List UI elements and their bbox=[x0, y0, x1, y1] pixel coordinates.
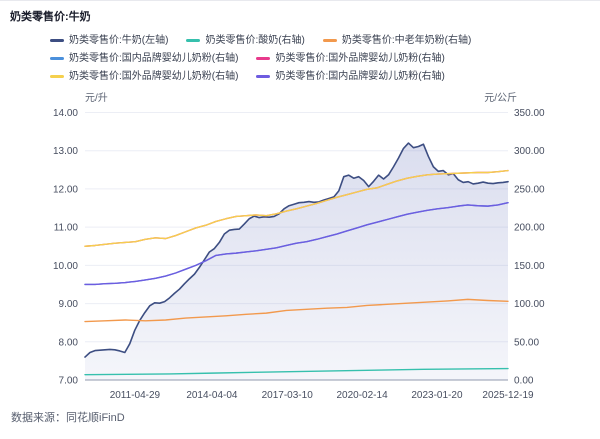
legend-item-foreign_infant_pink[interactable]: 奶类零售价:国外品牌婴幼儿奶粉(右轴) bbox=[256, 53, 445, 64]
x-axis-tick-label: 2023-01-20 bbox=[411, 390, 463, 401]
y-axis-tick-label-left: 14.00 bbox=[53, 108, 78, 119]
x-axis-tick-label: 2020-02-14 bbox=[336, 390, 388, 401]
legend-marker-foreign_infant_yellow bbox=[50, 75, 64, 78]
y-axis-tick-label-right: 100.00 bbox=[514, 299, 545, 310]
series-line-domestic_infant_purple bbox=[84, 201, 509, 286]
series-line-milk bbox=[84, 142, 509, 358]
x-axis-tick-label: 2014-04-04 bbox=[186, 390, 238, 401]
y-axis-tick-label-left: 12.00 bbox=[53, 184, 78, 195]
legend-label: 奶类零售价:酸奶(右轴) bbox=[205, 35, 305, 46]
y-axis-tick-label-right: 250.00 bbox=[514, 184, 545, 195]
y-axis-tick-label-right: 350.00 bbox=[514, 108, 545, 119]
legend-item-elderly_powder[interactable]: 奶类零售价:中老年奶粉(右轴) bbox=[322, 35, 472, 46]
legend-row: 奶类零售价:国内品牌婴幼儿奶粉(右轴) 奶类零售价:国外品牌婴幼儿奶粉(右轴) bbox=[50, 53, 471, 64]
x-axis-tick-label: 2017-03-10 bbox=[262, 390, 314, 401]
data-source: 数据来源：同花顺iFinD bbox=[11, 412, 125, 424]
legend-marker-milk bbox=[50, 39, 64, 42]
y-axis-tick-label-right: 200.00 bbox=[514, 223, 545, 234]
y-axis-tick-label-left: 13.00 bbox=[53, 146, 78, 157]
y-axis-tick-label-left: 7.00 bbox=[59, 376, 79, 387]
series-area-milk bbox=[85, 143, 508, 380]
legend-item-domestic_infant_purple[interactable]: 奶类零售价:国内品牌婴幼儿奶粉(右轴) bbox=[256, 71, 445, 82]
y-axis-tick-label-left: 9.00 bbox=[59, 299, 79, 310]
legend-label: 奶类零售价:国内品牌婴幼儿奶粉(右轴) bbox=[275, 71, 445, 82]
legend-item-domestic_infant_blue[interactable]: 奶类零售价:国内品牌婴幼儿奶粉(右轴) bbox=[50, 53, 238, 64]
legend-marker-yogurt bbox=[186, 39, 201, 42]
legend-marker-domestic_infant_purple bbox=[256, 75, 271, 78]
legend-marker-elderly_powder bbox=[322, 39, 337, 42]
legend-item-yogurt[interactable]: 奶类零售价:酸奶(右轴) bbox=[186, 35, 305, 46]
legend-row: 奶类零售价:牛奶(左轴) 奶类零售价:酸奶(右轴) 奶类零售价:中老年奶粉(右轴) bbox=[50, 35, 471, 46]
series-line-yogurt bbox=[84, 367, 509, 376]
right-axis-unit-label: 元/公斤 bbox=[484, 93, 517, 104]
legend-row: 奶类零售价:国外品牌婴幼儿奶粉(右轴) 奶类零售价:国内品牌婴幼儿奶粉(右轴) bbox=[50, 71, 471, 82]
legend-label: 奶类零售价:国外品牌婴幼儿奶粉(右轴) bbox=[275, 53, 445, 64]
left-axis-unit-label: 元/升 bbox=[85, 93, 108, 104]
y-axis-tick-label-left: 11.00 bbox=[54, 223, 79, 234]
legend-marker-foreign_infant_pink bbox=[256, 57, 271, 60]
legend-label: 奶类零售价:牛奶(左轴) bbox=[69, 35, 169, 46]
legend-item-milk[interactable]: 奶类零售价:牛奶(左轴) bbox=[50, 35, 168, 46]
x-axis-tick-label: 2025-12-19 bbox=[482, 390, 534, 401]
legend: 奶类零售价:牛奶(左轴) 奶类零售价:酸奶(右轴) 奶类零售价:中老年奶粉(右轴) 奶… bbox=[50, 35, 471, 82]
chart-title: 奶类零售价:牛奶 bbox=[10, 11, 91, 23]
legend-label: 奶类零售价:国内品牌婴幼儿奶粉(右轴) bbox=[69, 53, 239, 64]
y-axis-tick-label-right: 50.00 bbox=[514, 337, 539, 348]
y-axis-tick-label-right: 0.00 bbox=[514, 376, 534, 387]
series-line-foreign_infant_yellow bbox=[84, 169, 509, 247]
y-axis-tick-label-left: 10.00 bbox=[53, 261, 78, 272]
x-axis-tick-label: 2011-04-29 bbox=[110, 390, 161, 401]
y-axis-tick-label-right: 300.00 bbox=[514, 146, 545, 157]
legend-item-foreign_infant_yellow[interactable]: 奶类零售价:国外品牌婴幼儿奶粉(右轴) bbox=[50, 71, 238, 82]
legend-label: 奶类零售价:国外品牌婴幼儿奶粉(右轴) bbox=[69, 71, 239, 82]
legend-label: 奶类零售价:中老年奶粉(右轴) bbox=[341, 35, 472, 46]
series-line-elderly_powder bbox=[84, 298, 509, 323]
legend-marker-domestic_infant_blue bbox=[50, 57, 64, 60]
y-axis-tick-label-right: 150.00 bbox=[514, 261, 545, 272]
y-axis-tick-label-left: 8.00 bbox=[59, 337, 79, 348]
